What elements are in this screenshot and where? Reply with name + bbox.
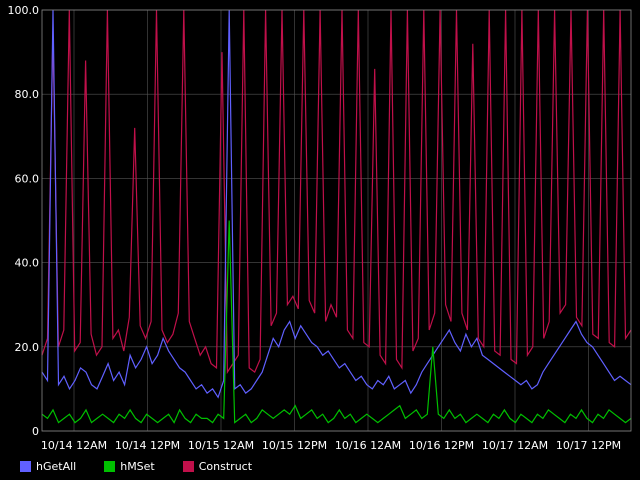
legend-item-hgetall: hGetAll xyxy=(20,460,76,473)
legend-item-hmset: hMSet xyxy=(104,460,155,473)
x-tick-label: 10/14 12PM xyxy=(115,439,180,452)
x-tick-label: 10/17 12AM xyxy=(482,439,548,452)
y-tick-label: 40.0 xyxy=(15,257,40,270)
axes xyxy=(41,9,632,432)
series-layer xyxy=(41,9,632,424)
y-tick-labels: 0 20.0 40.0 60.0 80.0 100.0 xyxy=(8,4,40,438)
x-tick-label: 10/16 12AM xyxy=(335,439,401,452)
y-tick-label: 80.0 xyxy=(15,88,40,101)
x-tick-label: 10/14 12AM xyxy=(41,439,107,452)
legend-label: Construct xyxy=(198,460,253,473)
series-line-hgetall xyxy=(41,9,632,399)
legend-swatch xyxy=(104,461,116,472)
x-tick-label: 10/16 12PM xyxy=(409,439,474,452)
legend-swatch xyxy=(182,461,194,472)
x-tick-label: 10/15 12AM xyxy=(188,439,254,452)
x-tick-label: 10/17 12PM xyxy=(556,439,621,452)
legend-label: hMSet xyxy=(120,460,155,473)
x-tick-label: 10/15 12PM xyxy=(262,439,327,452)
legend-label: hGetAll xyxy=(36,460,77,473)
y-tick-label: 0 xyxy=(32,425,39,438)
legend-swatch xyxy=(20,461,31,472)
y-tick-label: 20.0 xyxy=(15,341,40,354)
axis-frame xyxy=(41,9,632,432)
legend-item-construct: Construct xyxy=(182,460,253,473)
x-tick-labels: 10/14 12AM 10/14 12PM 10/15 12AM 10/15 12PM… xyxy=(41,439,621,452)
y-tick-label: 60.0 xyxy=(15,172,40,185)
legend: hGetAll hMSet Construct xyxy=(20,460,252,473)
series-line-construct xyxy=(41,9,632,375)
plot-area xyxy=(42,10,631,431)
series-line-hmset xyxy=(41,220,632,424)
y-tick-label: 100.0 xyxy=(8,4,40,17)
